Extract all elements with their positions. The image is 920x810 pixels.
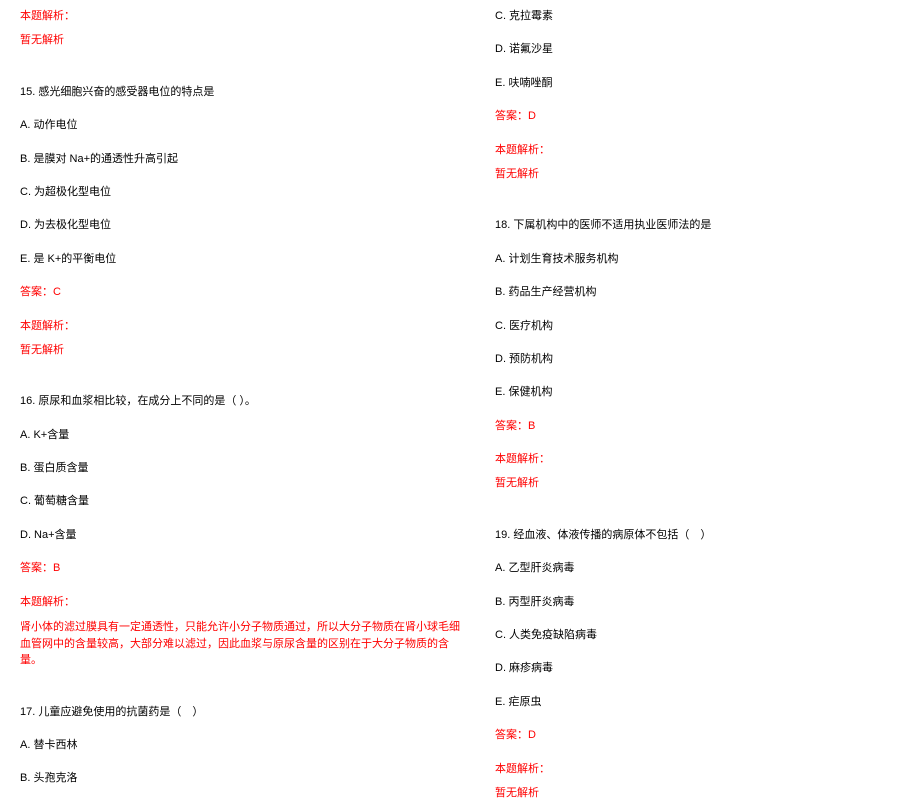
q18-analysis-none: 暂无解析 (495, 476, 920, 491)
q17-opt-c: C. 克拉霉素 (495, 9, 920, 24)
q19-analysis-label: 本题解析： (495, 762, 920, 777)
q19-title: 19. 经血液、体液传播的病原体不包括（ ） (495, 528, 920, 543)
right-column: C. 克拉霉素 D. 诺氟沙星 E. 呋喃唑酮 答案：D 本题解析： 暂无解析 … (495, 0, 920, 810)
analysis-label: 本题解析： (20, 9, 460, 24)
q17-analysis-none: 暂无解析 (495, 167, 920, 182)
q15-opt-d: D. 为去极化型电位 (20, 218, 460, 233)
q15-analysis-none: 暂无解析 (20, 343, 460, 358)
q19-answer: 答案：D (495, 728, 920, 743)
q17-opt-b: B. 头孢克洛 (20, 771, 460, 786)
q16-opt-b: B. 蛋白质含量 (20, 461, 460, 476)
q17-analysis-label: 本题解析： (495, 143, 920, 158)
q18-opt-a: A. 计划生育技术服务机构 (495, 252, 920, 267)
q19-opt-b: B. 丙型肝炎病毒 (495, 595, 920, 610)
q16-opt-c: C. 葡萄糖含量 (20, 494, 460, 509)
q18-opt-e: E. 保健机构 (495, 385, 920, 400)
q18-opt-d: D. 预防机构 (495, 352, 920, 367)
q19-opt-d: D. 麻疹病毒 (495, 661, 920, 676)
q18-opt-c: C. 医疗机构 (495, 319, 920, 334)
q17-answer: 答案：D (495, 109, 920, 124)
q19-opt-a: A. 乙型肝炎病毒 (495, 561, 920, 576)
q17-opt-e: E. 呋喃唑酮 (495, 76, 920, 91)
q15-opt-b: B. 是膜对 Na+的通透性升高引起 (20, 152, 460, 167)
q19-analysis-none: 暂无解析 (495, 786, 920, 801)
q19-opt-e: E. 疟原虫 (495, 695, 920, 710)
q17-title: 17. 儿童应避免使用的抗菌药是（ ） (20, 705, 460, 720)
q16-explain: 肾小体的滤过膜具有一定通透性，只能允许小分子物质通过，所以大分子物质在肾小球毛细… (20, 619, 460, 669)
q15-opt-c: C. 为超极化型电位 (20, 185, 460, 200)
q15-opt-a: A. 动作电位 (20, 118, 460, 133)
q17-opt-a: A. 替卡西林 (20, 738, 460, 753)
q16-analysis-label: 本题解析： (20, 595, 460, 610)
analysis-none: 暂无解析 (20, 33, 460, 48)
q15-analysis-label: 本题解析： (20, 319, 460, 334)
q19-opt-c: C. 人类免疫缺陷病毒 (495, 628, 920, 643)
q15-opt-e: E. 是 K+的平衡电位 (20, 252, 460, 267)
q16-answer: 答案：B (20, 561, 460, 576)
q16-opt-a: A. K+含量 (20, 428, 460, 443)
q18-analysis-label: 本题解析： (495, 452, 920, 467)
left-column: 本题解析： 暂无解析 15. 感光细胞兴奋的感受器电位的特点是 A. 动作电位 … (20, 0, 460, 796)
q15-answer: 答案：C (20, 285, 460, 300)
q15-title: 15. 感光细胞兴奋的感受器电位的特点是 (20, 85, 460, 100)
q18-title: 18. 下属机构中的医师不适用执业医师法的是 (495, 218, 920, 233)
q17-opt-d: D. 诺氟沙星 (495, 42, 920, 57)
q16-title: 16. 原尿和血浆相比较，在成分上不同的是（ ）。 (20, 394, 460, 409)
q18-answer: 答案：B (495, 419, 920, 434)
q16-opt-d: D. Na+含量 (20, 528, 460, 543)
q18-opt-b: B. 药品生产经营机构 (495, 285, 920, 300)
